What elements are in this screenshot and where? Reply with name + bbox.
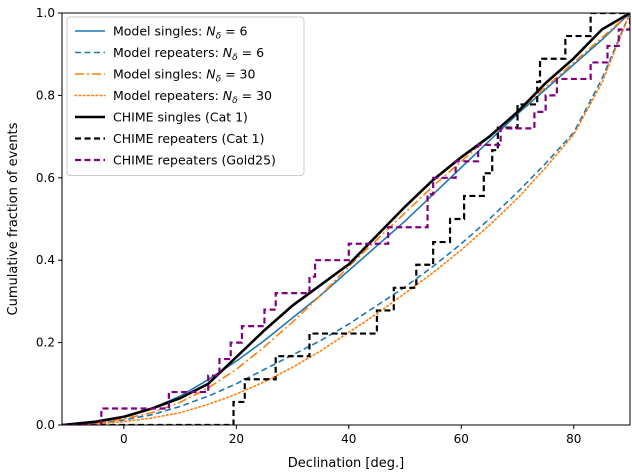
legend-label: Model singles: Nδ = 30 [113, 67, 255, 85]
legend-label: CHIME repeaters (Gold25) [113, 153, 276, 168]
legend-label: Model repeaters: Nδ = 6 [113, 45, 264, 63]
plot-frame [61, 12, 631, 426]
y-tick-label: 0.8 [36, 88, 55, 102]
legend-label: CHIME singles (Cat 1) [113, 110, 248, 125]
y-tick-label: 0.2 [36, 336, 55, 350]
series-line-6 [62, 13, 630, 425]
x-tick-label: 40 [341, 432, 356, 446]
y-tick-label: 0.0 [36, 418, 55, 432]
x-tick-label: 60 [454, 432, 469, 446]
x-tick-label: 0 [120, 432, 128, 446]
legend-box [66, 16, 305, 176]
x-axis-label: Declination [deg.] [288, 456, 404, 471]
y-tick-label: 0.4 [36, 253, 55, 267]
legend-label: Model repeaters: Nδ = 30 [113, 88, 272, 106]
x-axis: 0 20 40 60 80 [120, 425, 581, 446]
legend-label: Model singles: Nδ = 6 [113, 24, 248, 42]
series-line-4 [62, 13, 630, 425]
y-axis: 0.0 0.2 0.4 0.6 0.8 1.0 [36, 6, 62, 432]
legend: Model singles: Nδ = 6 Model repeaters: Nδ… [66, 16, 305, 176]
series-line-7 [62, 13, 630, 425]
x-tick-label: 80 [566, 432, 581, 446]
legend-label: CHIME repeaters (Cat 1) [113, 131, 265, 146]
y-axis-label: Cumulative fraction of events [6, 122, 21, 315]
x-tick-label: 20 [229, 432, 244, 446]
series-line-2 [62, 13, 630, 425]
y-tick-label: 1.0 [36, 6, 55, 20]
series-layer [62, 13, 630, 425]
y-tick-label: 0.6 [36, 171, 55, 185]
